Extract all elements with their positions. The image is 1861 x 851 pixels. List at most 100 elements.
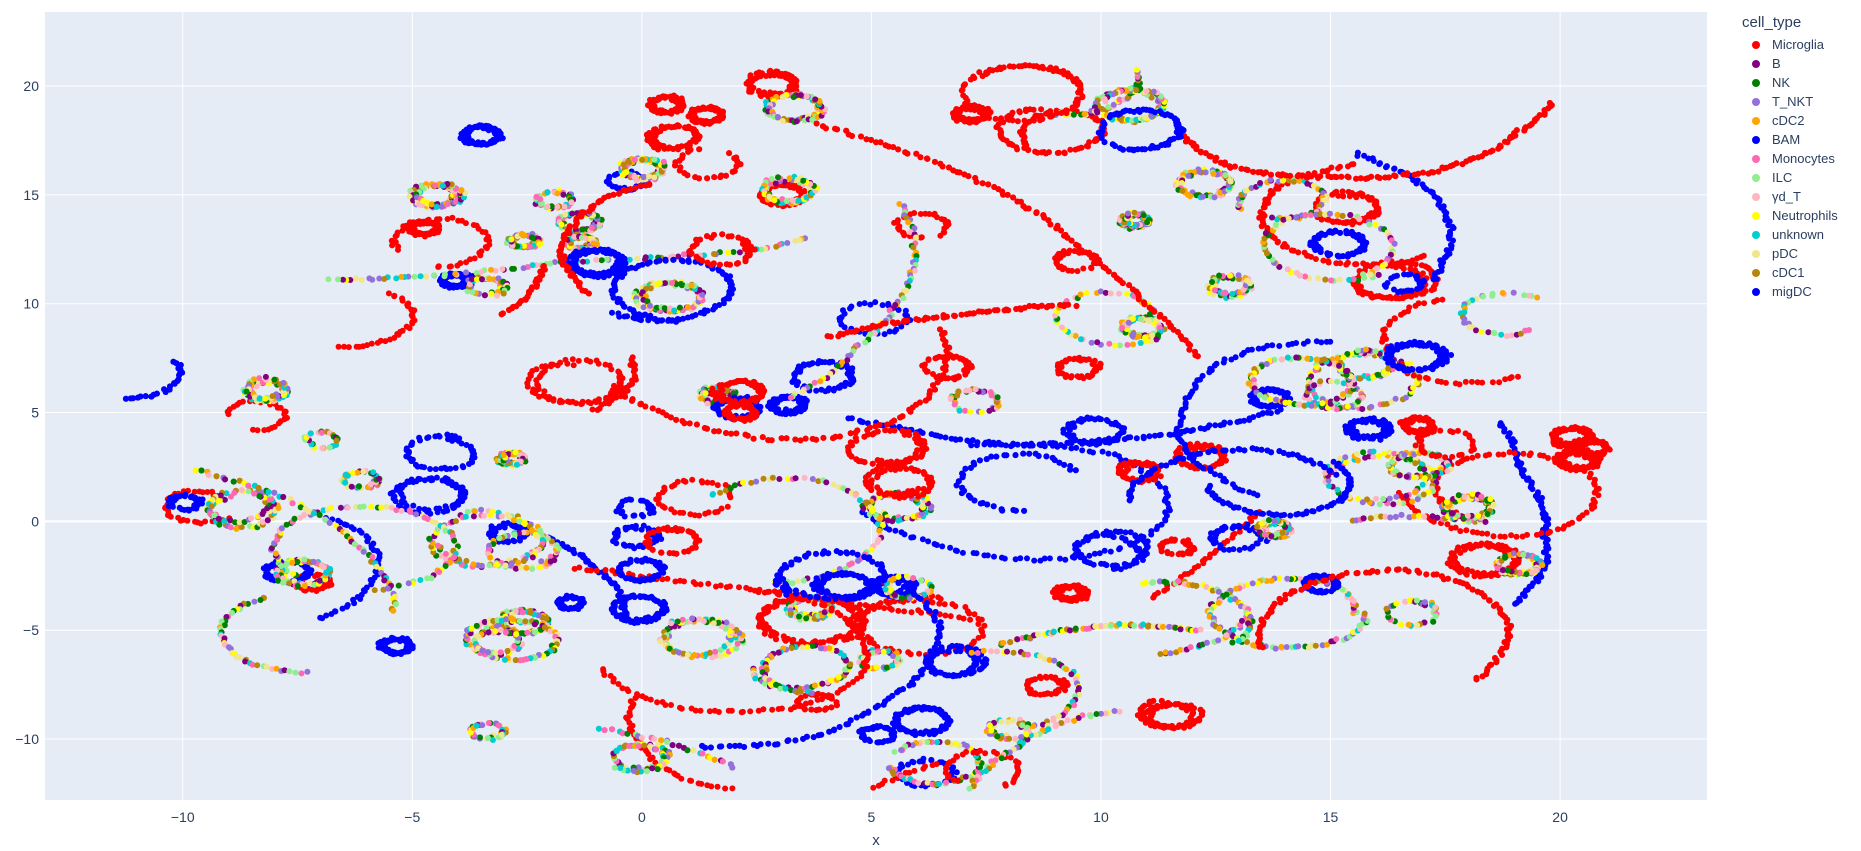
data-point (1093, 137, 1100, 144)
data-point (714, 482, 721, 489)
data-point (537, 564, 544, 571)
data-point (1506, 449, 1513, 456)
data-point (534, 533, 541, 540)
data-point (1007, 754, 1014, 761)
data-point (938, 669, 944, 676)
data-point (1158, 521, 1165, 528)
data-point (712, 648, 719, 655)
data-point (1072, 146, 1079, 153)
data-point (1581, 468, 1588, 474)
data-point (925, 538, 932, 545)
data-point (1137, 340, 1144, 346)
data-point (710, 491, 716, 497)
data-point (966, 610, 973, 617)
data-point (1145, 477, 1152, 484)
data-point (717, 582, 724, 589)
data-point (439, 477, 446, 484)
data-point (727, 583, 733, 590)
data-point (1497, 543, 1504, 550)
data-point (1146, 318, 1153, 325)
data-point (1078, 336, 1084, 343)
data-point (1462, 378, 1469, 385)
data-point (977, 666, 984, 673)
data-point (635, 302, 642, 309)
data-point (897, 465, 904, 472)
data-point (1344, 259, 1351, 266)
data-point (301, 511, 308, 518)
data-point (1283, 644, 1290, 650)
data-point (628, 618, 635, 625)
data-point (1576, 515, 1583, 522)
data-point (1568, 440, 1575, 447)
data-point (1129, 333, 1136, 340)
data-point (202, 518, 209, 525)
data-point (487, 512, 494, 519)
data-point (1295, 643, 1302, 650)
data-point (684, 304, 691, 311)
data-point (1391, 286, 1397, 293)
data-point (1577, 441, 1584, 448)
data-point (1474, 379, 1481, 386)
data-point (1124, 341, 1131, 348)
data-point (1466, 541, 1473, 548)
data-point (1112, 528, 1119, 535)
data-point (524, 629, 531, 636)
data-point (767, 72, 773, 79)
data-point (1070, 111, 1077, 118)
data-point (1354, 496, 1361, 502)
data-point (903, 466, 910, 472)
data-point (657, 638, 664, 645)
data-point (875, 782, 882, 789)
data-point (409, 439, 416, 446)
data-point (1107, 548, 1114, 555)
data-point (1076, 541, 1083, 548)
data-point (426, 535, 433, 542)
data-point (1068, 445, 1075, 452)
data-point (1267, 386, 1274, 393)
data-point (928, 756, 935, 763)
data-point (1412, 489, 1418, 496)
data-point (950, 776, 957, 783)
data-point (689, 615, 696, 622)
data-point (527, 609, 534, 616)
data-point (1071, 554, 1078, 561)
data-point (1081, 111, 1088, 117)
data-point (1134, 66, 1140, 73)
data-point (1559, 441, 1566, 448)
data-point (991, 553, 997, 560)
data-point (479, 722, 486, 729)
data-point (486, 562, 493, 569)
data-point (1096, 550, 1103, 557)
data-point (1162, 509, 1169, 516)
data-point (1077, 291, 1084, 298)
data-point (1197, 425, 1204, 432)
data-point (1032, 148, 1039, 155)
data-point (944, 739, 951, 746)
data-point (877, 600, 884, 607)
data-point (1099, 448, 1106, 455)
data-point (1227, 419, 1233, 426)
data-point (1135, 333, 1142, 340)
data-point (1528, 569, 1535, 576)
data-point (691, 652, 698, 658)
data-point (941, 601, 948, 608)
data-point (662, 280, 668, 287)
data-point (1163, 489, 1170, 496)
data-point (731, 482, 738, 489)
data-point (1086, 448, 1093, 455)
data-point (1001, 555, 1008, 562)
data-point (645, 617, 652, 624)
data-point (1372, 198, 1379, 205)
data-point (1560, 525, 1567, 532)
plot-area (45, 12, 1707, 800)
data-point (916, 650, 923, 657)
data-point (593, 567, 600, 574)
data-point (1322, 589, 1329, 596)
data-point (462, 490, 469, 497)
data-point (1382, 326, 1388, 333)
data-point (1381, 450, 1387, 457)
data-point (700, 618, 707, 625)
data-point (442, 550, 449, 557)
data-point (883, 664, 890, 671)
data-point (1384, 280, 1391, 286)
